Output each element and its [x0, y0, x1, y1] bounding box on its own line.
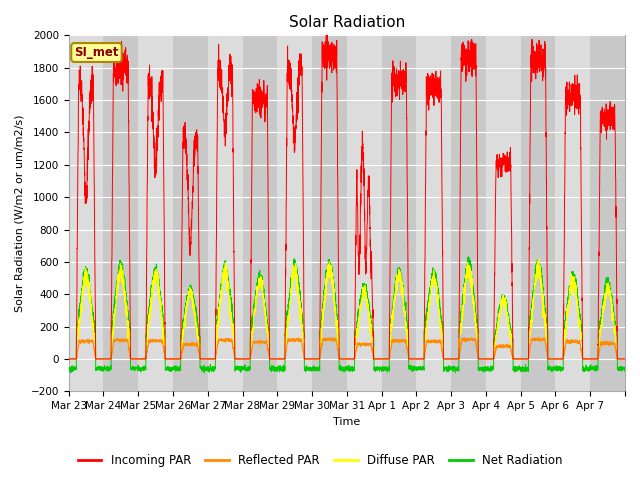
- Y-axis label: Solar Radiation (W/m2 or um/m2/s): Solar Radiation (W/m2 or um/m2/s): [15, 115, 25, 312]
- Bar: [521, 36, 556, 391]
- Bar: [138, 36, 173, 391]
- Bar: [590, 36, 625, 391]
- Legend: Incoming PAR, Reflected PAR, Diffuse PAR, Net Radiation: Incoming PAR, Reflected PAR, Diffuse PAR…: [73, 449, 567, 472]
- Bar: [208, 36, 243, 391]
- Bar: [104, 36, 138, 391]
- Text: SI_met: SI_met: [74, 46, 118, 59]
- Bar: [347, 36, 381, 391]
- Bar: [277, 36, 312, 391]
- Bar: [243, 36, 277, 391]
- Bar: [173, 36, 208, 391]
- Bar: [556, 36, 590, 391]
- Bar: [312, 36, 347, 391]
- X-axis label: Time: Time: [333, 417, 360, 427]
- Bar: [417, 36, 451, 391]
- Bar: [486, 36, 521, 391]
- Bar: [451, 36, 486, 391]
- Bar: [381, 36, 417, 391]
- Title: Solar Radiation: Solar Radiation: [289, 15, 405, 30]
- Bar: [68, 36, 104, 391]
